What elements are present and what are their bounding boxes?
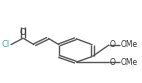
Text: O: O bbox=[110, 58, 116, 67]
Text: OMe: OMe bbox=[121, 40, 138, 49]
Text: O: O bbox=[20, 28, 26, 37]
Text: OMe: OMe bbox=[121, 58, 138, 67]
Text: O: O bbox=[110, 40, 116, 49]
Text: Cl: Cl bbox=[2, 40, 10, 49]
